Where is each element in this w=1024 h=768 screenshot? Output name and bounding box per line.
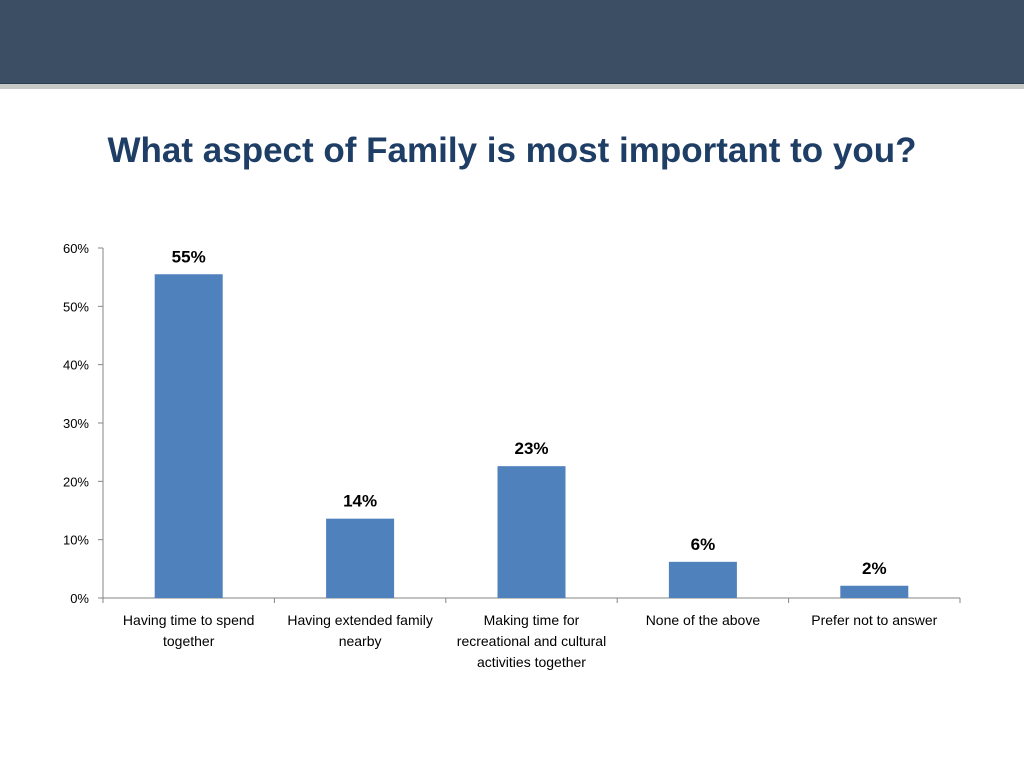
x-category-label: Having time to spend together xyxy=(123,612,255,649)
y-tick-label: 30% xyxy=(63,416,89,431)
y-tick-label: 50% xyxy=(63,299,89,314)
y-tick-label: 20% xyxy=(63,474,89,489)
x-category-label-line: together xyxy=(163,633,215,649)
data-label: 55% xyxy=(172,247,206,266)
x-category-label-line: Making time for xyxy=(484,612,580,628)
header-rule xyxy=(0,84,1024,89)
x-category-label: None of the above xyxy=(646,612,761,628)
x-category-label-line: Having extended family xyxy=(287,612,433,628)
y-tick-label: 0% xyxy=(70,591,89,606)
data-label: 23% xyxy=(514,439,548,458)
bar xyxy=(154,274,223,598)
y-tick-label: 10% xyxy=(63,533,89,548)
x-category-label-line: Prefer not to answer xyxy=(811,612,937,628)
x-category-label: Prefer not to answer xyxy=(811,612,937,628)
data-label: 2% xyxy=(862,559,887,578)
bar xyxy=(497,466,566,598)
x-category-label-line: recreational and cultural xyxy=(457,633,606,649)
x-category-label: Having extended family nearby xyxy=(287,612,433,649)
x-category-label: Making time for recreational and cultural… xyxy=(457,612,606,670)
x-category-label-line: Having time to spend xyxy=(123,612,255,628)
y-tick-label: 40% xyxy=(63,358,89,373)
header-band xyxy=(0,0,1024,84)
x-category-label-line: activities together xyxy=(477,654,586,670)
x-category-label-line: None of the above xyxy=(646,612,761,628)
bar xyxy=(326,518,395,598)
slide-title: What aspect of Family is most important … xyxy=(107,131,917,170)
data-label: 14% xyxy=(343,492,377,511)
data-label: 6% xyxy=(691,535,716,554)
x-category-label-line: nearby xyxy=(339,633,382,649)
bar xyxy=(840,585,909,598)
y-tick-label: 60% xyxy=(63,241,89,256)
bar xyxy=(668,561,737,598)
